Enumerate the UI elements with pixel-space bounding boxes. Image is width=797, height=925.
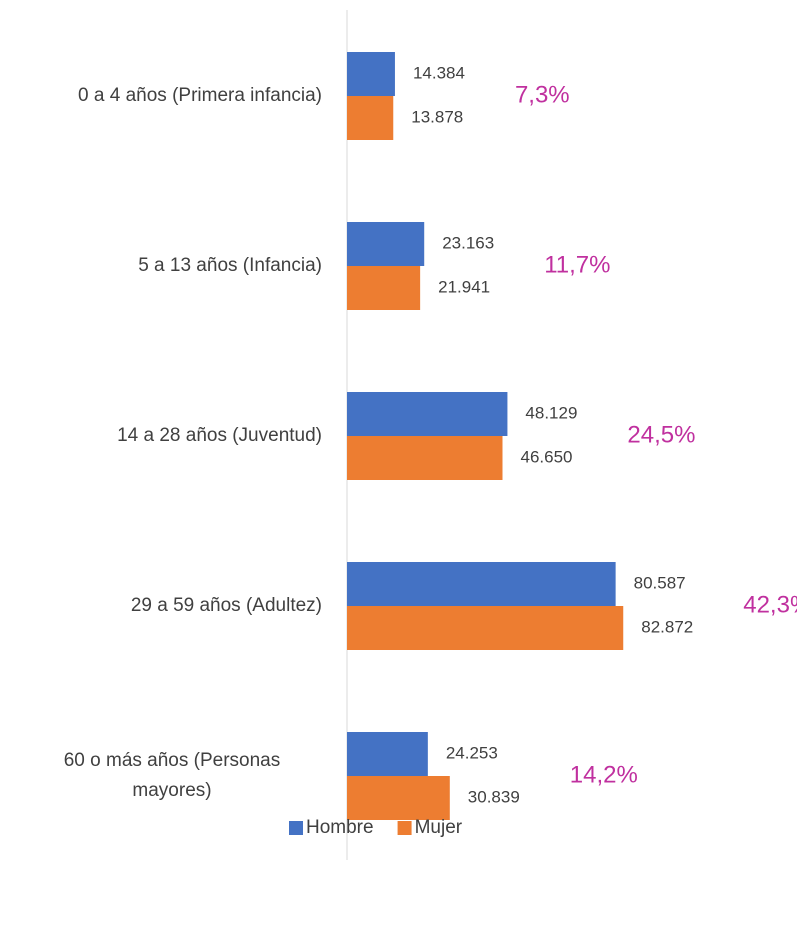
bar [347,266,421,310]
bar [347,96,394,140]
category-label: 5 a 13 años (Infancia) [138,255,322,276]
bar [347,776,450,820]
share-annotation: 42,3% [743,591,797,618]
bar [347,222,425,266]
value-label: 46.650 [521,447,573,466]
share-annotation: 24,5% [627,421,695,448]
value-label: 23.163 [442,233,494,252]
bar [347,392,508,436]
category-label: 14 a 28 años (Juventud) [117,425,322,446]
share-annotation: 7,3% [515,81,570,108]
legend-label: Hombre [306,817,374,838]
bar [347,606,624,650]
value-label: 82.872 [641,617,693,636]
category-label: 0 a 4 años (Primera infancia) [78,85,322,106]
bar [347,562,616,606]
value-label: 30.839 [468,787,520,806]
bar [347,52,395,96]
value-label: 14.384 [413,63,465,82]
category-label: 29 a 59 años (Adultez) [130,595,322,616]
value-label: 48.129 [525,403,577,422]
share-annotation: 14,2% [570,761,638,788]
category-label: 60 o más años (Personas mayores) [63,750,281,801]
value-label: 21.941 [438,277,490,296]
legend-label: Mujer [415,817,463,838]
bar [347,436,503,480]
legend-swatch [397,821,412,835]
value-label: 80.587 [634,573,686,592]
value-label: 24.253 [446,743,498,762]
value-label: 13.878 [411,107,463,126]
share-annotation: 11,7% [544,251,610,278]
legend-swatch [289,821,303,835]
bar [347,732,428,776]
